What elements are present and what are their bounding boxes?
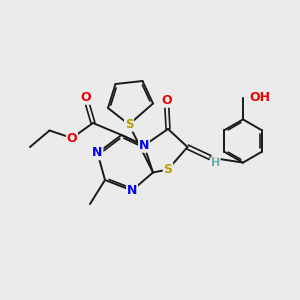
Text: H: H <box>211 158 220 168</box>
Text: O: O <box>161 94 172 107</box>
Text: S: S <box>125 118 133 131</box>
Text: N: N <box>139 139 149 152</box>
Text: S: S <box>164 163 172 176</box>
Text: O: O <box>67 131 77 145</box>
Text: OH: OH <box>250 91 271 104</box>
Text: N: N <box>127 184 137 197</box>
Text: O: O <box>80 91 91 104</box>
Text: N: N <box>92 146 103 160</box>
